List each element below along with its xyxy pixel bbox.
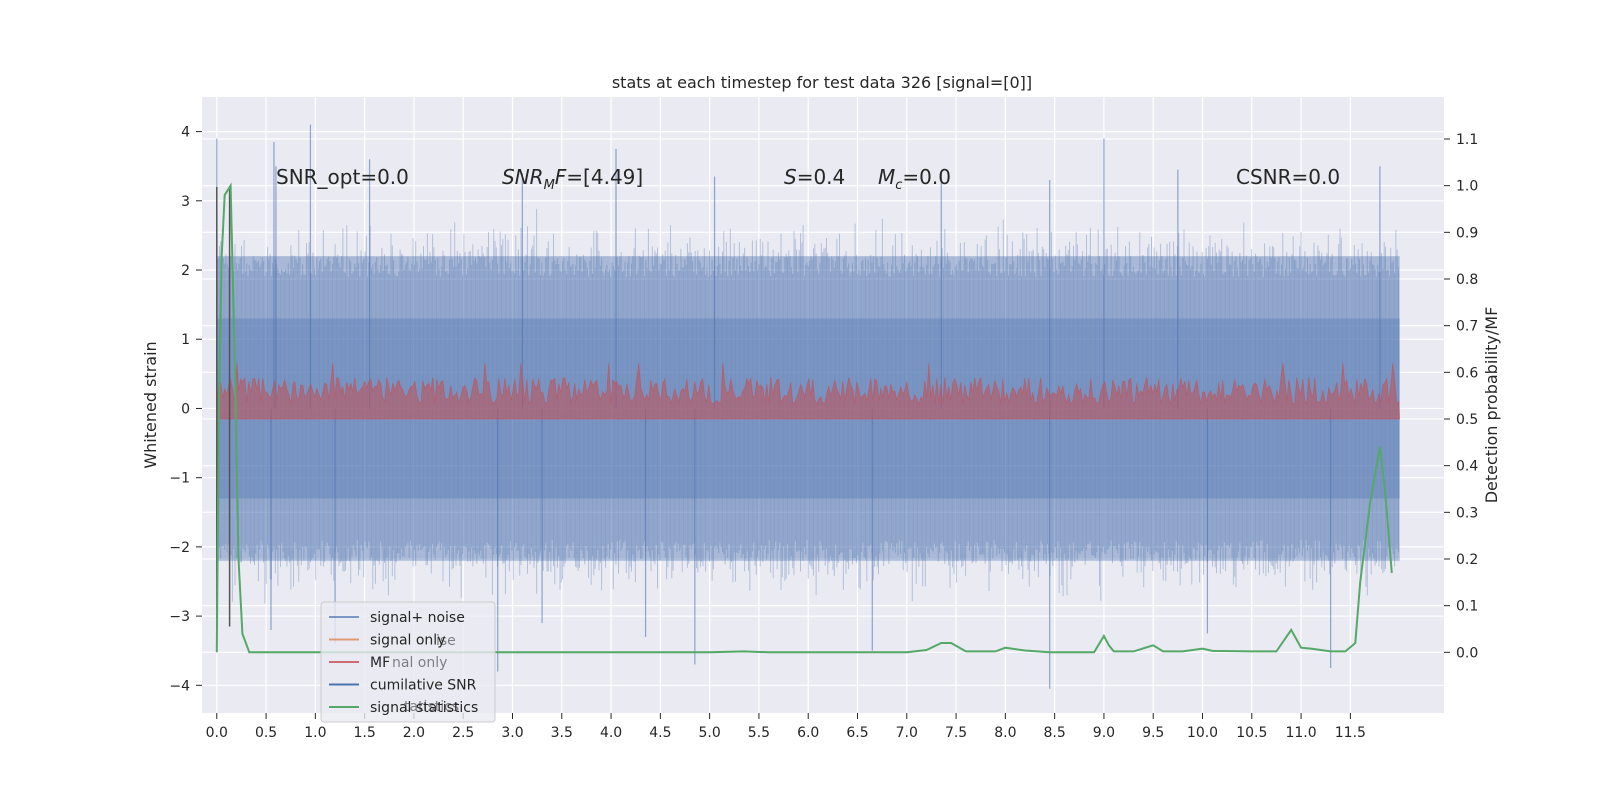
legend-items: signal+ noise signal only MF cumilative SNR… (329, 610, 478, 716)
annotation-s-name: S (784, 165, 797, 189)
y-tick-label: −4 (169, 678, 190, 694)
y2-tick-label: 0.7 (1456, 319, 1478, 335)
y-axis-label: Whitened strain (141, 341, 160, 468)
x-tick-label: 5.5 (748, 725, 770, 741)
annotation-snr-mf: SNRMF=[4.49] (502, 165, 643, 193)
x-tick-label: 7.5 (945, 725, 967, 741)
x-tick-label: 6.0 (797, 725, 819, 741)
legend-label: MF (370, 655, 390, 671)
axis-ticks: 0.0 0.5 1.0 1.5 2.0 2.5 3.0 3.5 4.0 4.5 5.0 5.5 6.0 6… (169, 125, 1478, 741)
y-tick-label: −2 (169, 540, 190, 556)
x-tick-label: 10.0 (1187, 725, 1218, 741)
x-tick-label: 6.5 (846, 725, 868, 741)
legend-label: signal only (370, 633, 445, 649)
y2-tick-label: 0.9 (1456, 225, 1478, 241)
y2-tick-label: 0.3 (1456, 505, 1478, 521)
legend-box (320, 601, 496, 723)
legend: ise nal only tatistics signal+ noisesign… (320, 601, 496, 723)
annotation-mc: Mc=0.0 (878, 165, 951, 193)
x-tick-label: 8.5 (1044, 725, 1066, 741)
annotation-mc-name: M (878, 165, 895, 189)
mf-series (216, 362, 1401, 420)
y-tick-label: 3 (181, 194, 190, 210)
mf-area (216, 362, 1401, 420)
annotation-mc-value: =0.0 (902, 165, 951, 189)
ghost-legend-text: ise (436, 633, 456, 649)
x-tick-label: 9.0 (1093, 725, 1115, 741)
annotation-snr-mf-value: =[4.49] (566, 165, 643, 189)
legend-label: signal statistics (370, 700, 478, 716)
y-tick-label: 2 (181, 263, 190, 279)
legend-label: cumilative SNR (370, 678, 477, 694)
signal-statistics-line (215, 182, 1393, 654)
y2-tick-label: 1.1 (1456, 132, 1478, 148)
x-tick-label: 7.0 (896, 725, 918, 741)
y2-tick-label: 0.0 (1456, 645, 1478, 661)
annotation-mc-sub: c (895, 178, 902, 193)
annotation-s: S=0.4 (784, 165, 845, 189)
y2-tick-label: 0.1 (1456, 599, 1478, 615)
y-tick-label: 4 (181, 125, 190, 141)
x-tick-label: 1.0 (304, 725, 326, 741)
y2-tick-label: 0.6 (1456, 365, 1478, 381)
annotation-snr-mf-tail-f: F (555, 165, 567, 189)
x-tick-label: 2.5 (452, 725, 474, 741)
x-tick-label: 11.5 (1335, 725, 1366, 741)
annotation-snr-mf-name: SNR (502, 165, 544, 189)
x-tick-label: 0.5 (255, 725, 277, 741)
annotation-snr-mf-sub: M (544, 178, 555, 193)
x-tick-label: 4.0 (600, 725, 622, 741)
y2-tick-label: 0.2 (1456, 552, 1478, 568)
annotation-s-value: =0.4 (797, 165, 846, 189)
y2-tick-label: 1.0 (1456, 179, 1478, 195)
annotation-snr-opt: SNR_opt=0.0 (276, 165, 409, 189)
x-tick-label: 4.5 (649, 725, 671, 741)
x-tick-label: 0.0 (206, 725, 228, 741)
y-tick-label: −3 (169, 609, 190, 625)
x-tick-label: 11.0 (1285, 725, 1316, 741)
x-tick-label: 1.5 (354, 725, 376, 741)
x-tick-label: 10.5 (1236, 725, 1267, 741)
ghost-legend-text: nal only (392, 655, 447, 671)
x-tick-label: 2.0 (403, 725, 425, 741)
y-tick-label: 0 (181, 401, 190, 417)
y-tick-label: 1 (181, 332, 190, 348)
x-tick-label: 3.5 (551, 725, 573, 741)
ghost-legend-text: tatistics (404, 699, 459, 715)
x-tick-label: 3.0 (501, 725, 523, 741)
x-tick-label: 9.5 (1142, 725, 1164, 741)
y2-tick-label: 0.5 (1456, 412, 1478, 428)
chart-title: stats at each timestep for test data 326… (612, 73, 1032, 92)
signal-statistics-series (215, 182, 1393, 654)
x-tick-label: 5.0 (699, 725, 721, 741)
ghost-legend: ise nal only tatistics (392, 633, 459, 715)
y-tick-label: −1 (169, 471, 190, 487)
legend-label: signal+ noise (370, 610, 465, 626)
y2-tick-label: 0.4 (1456, 459, 1478, 475)
annotation-csnr: CSNR=0.0 (1236, 165, 1340, 189)
y2-tick-label: 0.8 (1456, 272, 1478, 288)
x-tick-label: 8.0 (994, 725, 1016, 741)
y2-axis-label: Detection probability/MF (1482, 307, 1501, 504)
